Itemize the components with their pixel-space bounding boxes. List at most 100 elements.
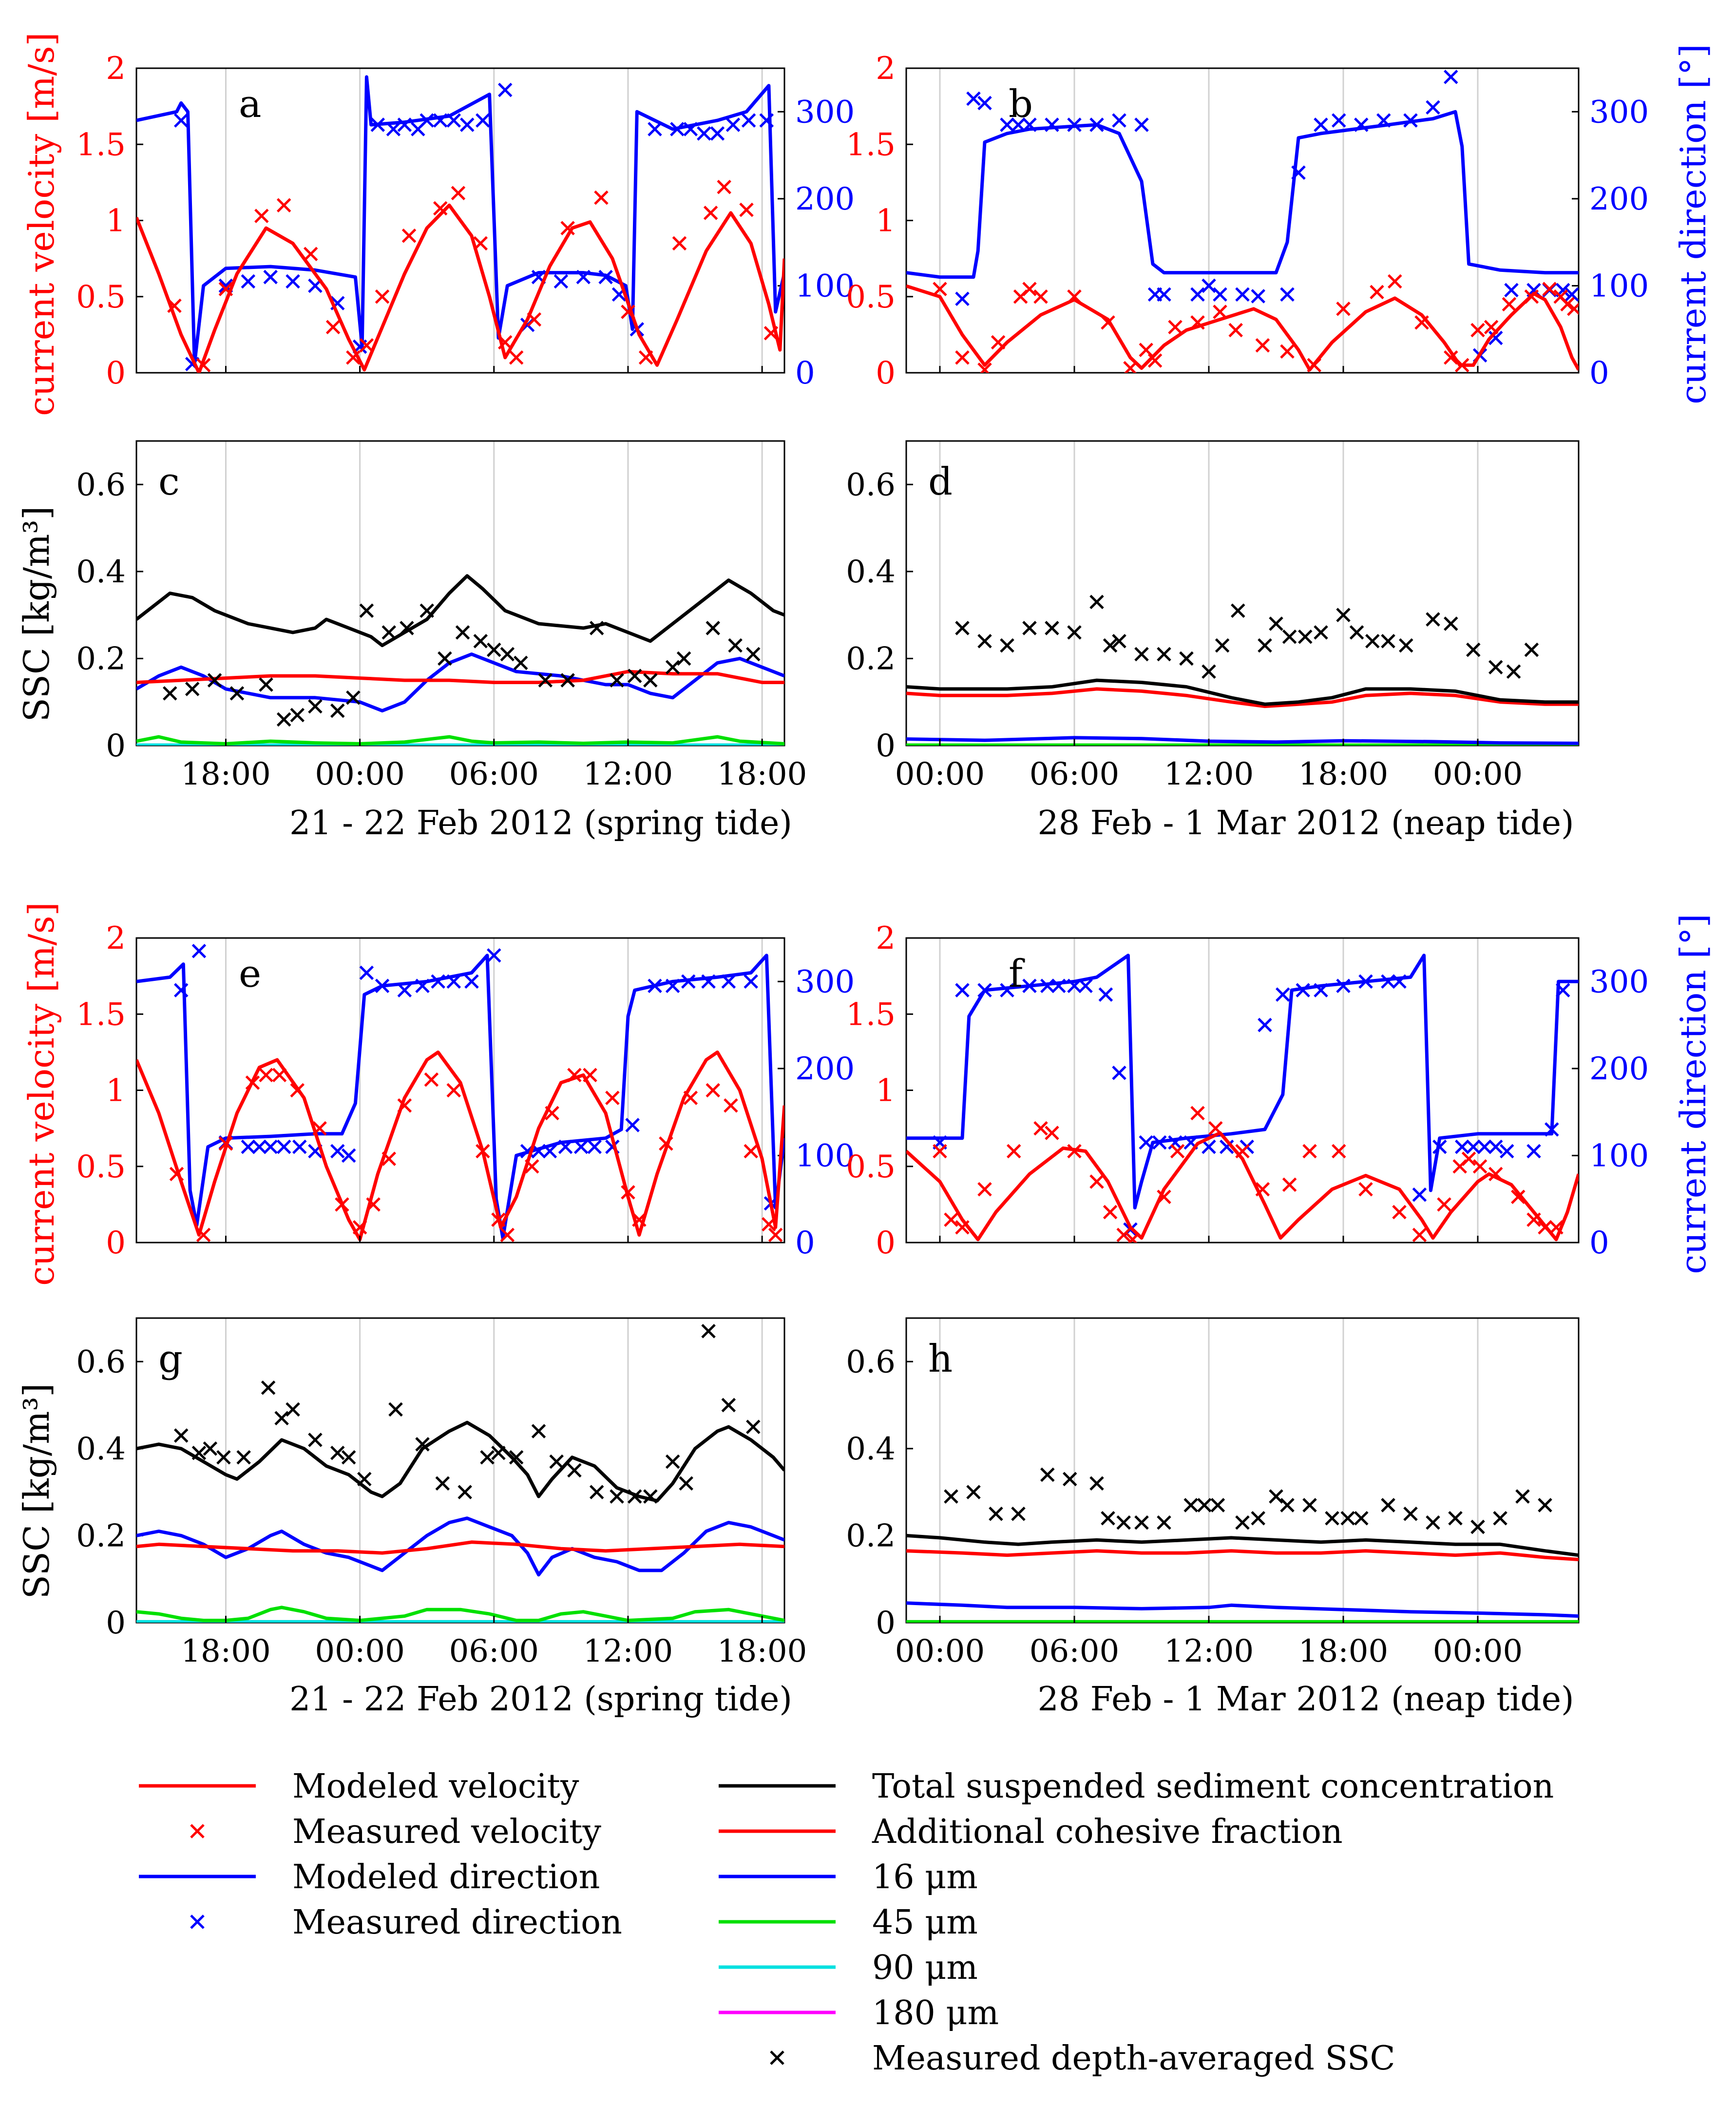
measured-direction-point — [1190, 287, 1205, 302]
y2-tick-label: 0 — [1589, 1225, 1609, 1261]
measured-ssc-point — [1040, 1467, 1055, 1482]
measured-direction-point — [1432, 1139, 1447, 1154]
measured-direction-point — [1168, 1135, 1183, 1150]
measured-velocity-point — [1412, 1227, 1427, 1243]
measured-velocity-point — [254, 209, 269, 223]
cohesive-line — [906, 1549, 1579, 1561]
measured-direction-point — [1392, 974, 1407, 989]
measured-velocity-point — [1089, 1174, 1104, 1189]
measured-direction-point — [587, 1139, 602, 1154]
measured-velocity-point — [1437, 1197, 1451, 1212]
measured-velocity-point — [1470, 323, 1485, 338]
panel-letter-h: h — [928, 1337, 953, 1381]
measured-direction-point — [1504, 283, 1519, 298]
measured-ssc-point — [944, 1489, 958, 1504]
measured-direction-point — [1488, 1139, 1503, 1154]
measured-direction-point — [1078, 978, 1093, 993]
measured-velocity-point — [1302, 1144, 1317, 1159]
legend-right-label: Measured depth-averaged SSC — [872, 2039, 1395, 2078]
measured-direction-point — [386, 122, 401, 136]
measured-velocity-point — [991, 335, 1006, 350]
measured-ssc-point — [1426, 612, 1440, 627]
panel-e: 0 0.5 1 1.5 2 0 100 200 300 e — [76, 920, 855, 1261]
measured-velocity-point — [335, 1197, 349, 1212]
measured-direction-point — [420, 113, 434, 128]
measured-ssc-point — [610, 673, 624, 688]
measured-direction-point — [1000, 983, 1014, 997]
measured-ssc-point — [1354, 1511, 1369, 1526]
measured-velocity-point — [366, 1197, 381, 1212]
measured-ssc-point — [1282, 630, 1297, 644]
measured-direction-point — [292, 1139, 307, 1154]
panel-letter-c: c — [158, 460, 180, 504]
y-tick-label: 0.4 — [846, 1431, 896, 1467]
cohesive-line — [136, 670, 784, 684]
y2-tick-label: 200 — [1589, 1051, 1649, 1087]
measured-direction-point — [330, 1144, 345, 1159]
measured-direction-point — [173, 113, 189, 128]
measured-ssc-point — [455, 625, 470, 640]
measured-direction-point — [744, 974, 758, 989]
measured-velocity-point — [1007, 1144, 1021, 1159]
measured-velocity-point — [683, 1091, 698, 1105]
panel-f: 0 0.5 1 1.5 2 0 100 200 300 f — [846, 920, 1649, 1261]
measured-ssc-point — [1089, 1476, 1104, 1491]
y-tick-label: 0.5 — [846, 1149, 896, 1185]
measured-ssc-point — [746, 647, 761, 662]
measured-direction-point — [759, 113, 774, 128]
measured-direction-point — [1022, 978, 1037, 993]
measured-ssc-point — [589, 621, 604, 635]
measured-velocity-point — [944, 1212, 958, 1227]
x-tick-label: 06:00 — [449, 756, 539, 792]
measured-ssc-point — [1538, 1498, 1552, 1512]
measured-ssc-point — [259, 677, 273, 692]
y-tick-label: 0.6 — [76, 467, 126, 503]
measured-direction-point — [1067, 978, 1082, 993]
modeled-velocity-line — [906, 284, 1579, 372]
panel-g: 0 0.2 0.4 0.6 18:00 00:00 06:00 12:00 18:00 g — [76, 1317, 807, 1669]
measured-velocity-point — [717, 179, 731, 194]
measured-direction-point — [276, 1139, 291, 1154]
measured-velocity-point — [594, 190, 609, 205]
legend-left-label: Modeled direction — [292, 1858, 600, 1896]
measured-direction-point — [1112, 113, 1126, 128]
measured-direction-point — [1444, 70, 1458, 84]
measured-velocity-point — [1208, 1121, 1223, 1136]
measured-ssc-point — [1515, 1489, 1530, 1504]
measured-velocity-point — [1213, 305, 1227, 319]
measured-velocity-point — [1336, 301, 1351, 316]
measured-direction-point — [542, 1144, 557, 1159]
velocity-series — [906, 1106, 1579, 1243]
measured-velocity-point — [706, 1083, 721, 1098]
measured-velocity-point — [560, 221, 575, 235]
measured-ssc-point — [185, 682, 200, 696]
measured-velocity-point — [1549, 1220, 1564, 1235]
measured-direction-point — [1381, 974, 1395, 989]
measured-velocity-point — [744, 1144, 758, 1159]
measured-ssc-point — [1045, 621, 1059, 635]
measured-velocity-point — [545, 1106, 559, 1121]
y-tick-label: 1 — [106, 1073, 126, 1109]
measured-velocity-point — [1101, 315, 1115, 330]
measured-velocity-point — [497, 335, 513, 350]
measured-ssc-point — [1063, 1472, 1077, 1487]
legend-right-label: Additional cohesive fraction — [872, 1813, 1343, 1851]
y-tick-label: 0.4 — [76, 554, 126, 590]
measured-ssc-point — [701, 1324, 716, 1339]
ylabel-velocity-bottom: current velocity [m/s] — [21, 902, 62, 1286]
measured-velocity-point — [659, 1136, 673, 1151]
measured-direction-point — [1500, 1144, 1514, 1159]
measured-velocity-point — [196, 1227, 211, 1243]
y-tick-label: 2 — [106, 920, 126, 957]
measured-direction-point — [370, 117, 385, 132]
measured-velocity-point — [1414, 315, 1429, 330]
measured-ssc-point — [330, 703, 345, 718]
measured-velocity-point — [397, 1098, 412, 1113]
measured-direction-point — [1258, 1017, 1272, 1033]
x-title-h: 28 Feb - 1 Mar 2012 (neap tide) — [1037, 1680, 1574, 1719]
measured-direction-point — [1314, 117, 1328, 132]
measured-ssc-point — [746, 1419, 761, 1434]
measured-direction-point — [1051, 978, 1066, 993]
measured-velocity-point — [1502, 297, 1517, 312]
x-tick-label: 00:00 — [895, 756, 985, 792]
